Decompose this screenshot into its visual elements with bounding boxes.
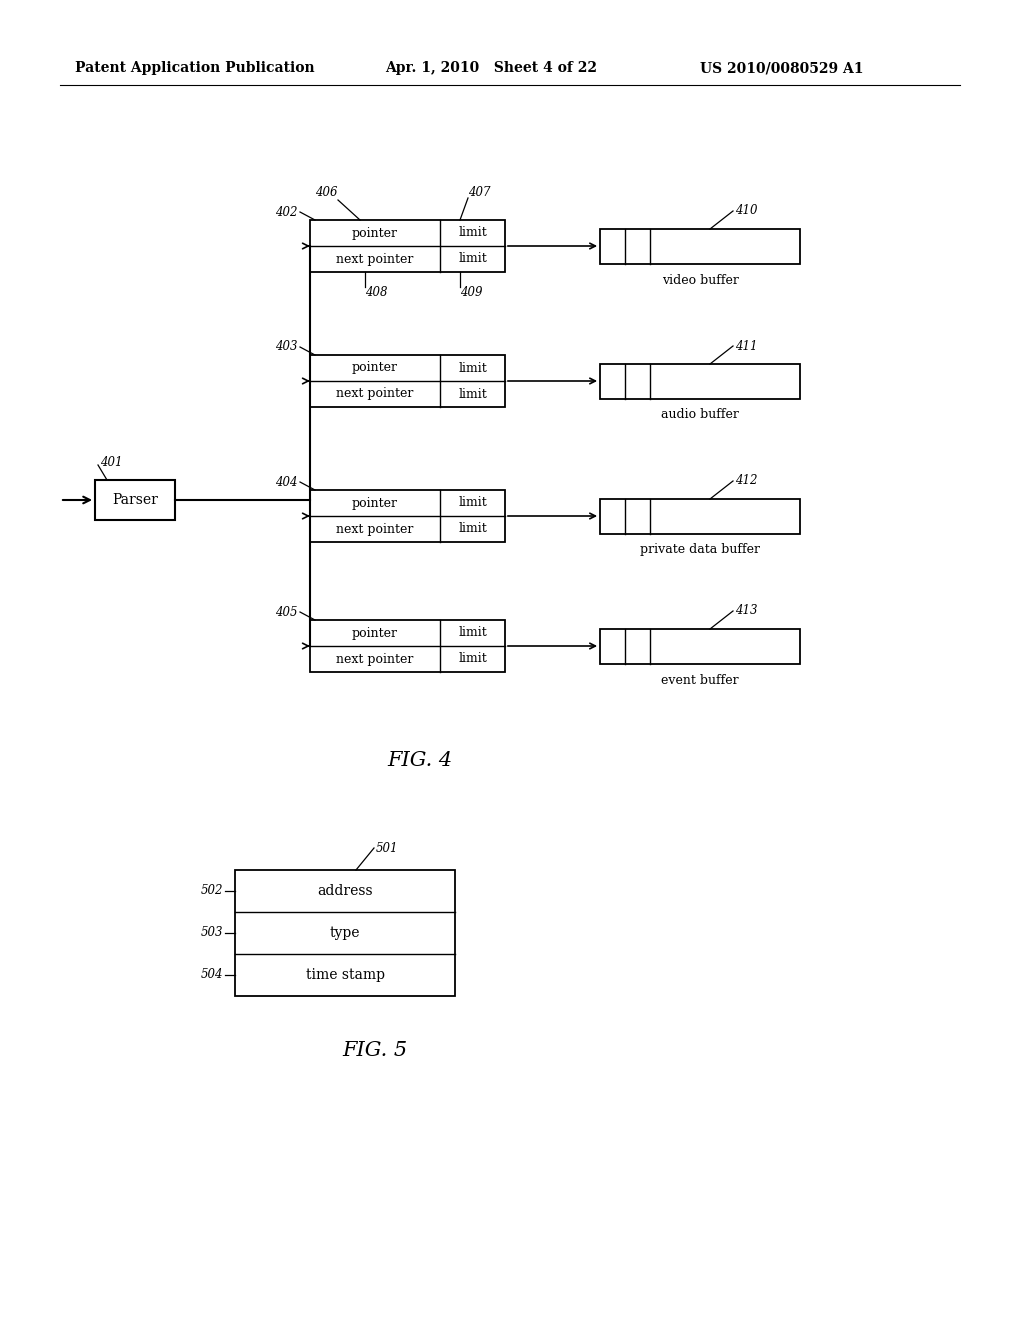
Text: limit: limit bbox=[458, 227, 486, 239]
Bar bbox=[310, 220, 505, 272]
Text: private data buffer: private data buffer bbox=[640, 544, 760, 557]
Text: address: address bbox=[317, 884, 373, 898]
Text: 406: 406 bbox=[315, 186, 338, 198]
Text: limit: limit bbox=[458, 627, 486, 639]
Text: 401: 401 bbox=[100, 455, 123, 469]
Text: 412: 412 bbox=[735, 474, 758, 487]
Bar bbox=[234, 870, 455, 997]
Text: video buffer: video buffer bbox=[662, 273, 738, 286]
Text: limit: limit bbox=[458, 252, 486, 265]
Text: 405: 405 bbox=[275, 606, 298, 619]
Text: 503: 503 bbox=[201, 927, 223, 940]
Text: 407: 407 bbox=[468, 186, 490, 198]
Bar bbox=[600, 630, 800, 664]
Text: pointer: pointer bbox=[352, 362, 398, 375]
Text: limit: limit bbox=[458, 523, 486, 536]
Bar bbox=[310, 620, 505, 672]
Text: next pointer: next pointer bbox=[336, 388, 414, 400]
Text: limit: limit bbox=[458, 362, 486, 375]
Text: audio buffer: audio buffer bbox=[662, 408, 739, 421]
Text: 410: 410 bbox=[735, 205, 758, 218]
Text: limit: limit bbox=[458, 496, 486, 510]
Text: FIG. 5: FIG. 5 bbox=[342, 1041, 408, 1060]
Text: time stamp: time stamp bbox=[305, 968, 384, 982]
Text: 501: 501 bbox=[376, 842, 398, 854]
Text: pointer: pointer bbox=[352, 627, 398, 639]
Text: next pointer: next pointer bbox=[336, 652, 414, 665]
Text: FIG. 4: FIG. 4 bbox=[387, 751, 453, 770]
Text: event buffer: event buffer bbox=[662, 673, 738, 686]
Bar bbox=[95, 480, 175, 520]
Bar bbox=[310, 355, 505, 407]
Text: 504: 504 bbox=[201, 969, 223, 982]
Text: Apr. 1, 2010   Sheet 4 of 22: Apr. 1, 2010 Sheet 4 of 22 bbox=[385, 61, 597, 75]
Text: US 2010/0080529 A1: US 2010/0080529 A1 bbox=[700, 61, 863, 75]
Text: Patent Application Publication: Patent Application Publication bbox=[75, 61, 314, 75]
Text: 402: 402 bbox=[275, 206, 298, 219]
Text: limit: limit bbox=[458, 388, 486, 400]
Text: pointer: pointer bbox=[352, 496, 398, 510]
Bar bbox=[600, 364, 800, 399]
Bar bbox=[310, 490, 505, 543]
Text: next pointer: next pointer bbox=[336, 523, 414, 536]
Text: 408: 408 bbox=[365, 285, 387, 298]
Text: 413: 413 bbox=[735, 605, 758, 618]
Text: 411: 411 bbox=[735, 339, 758, 352]
Bar bbox=[600, 228, 800, 264]
Text: 404: 404 bbox=[275, 475, 298, 488]
Text: 403: 403 bbox=[275, 341, 298, 354]
Text: type: type bbox=[330, 927, 360, 940]
Text: next pointer: next pointer bbox=[336, 252, 414, 265]
Text: pointer: pointer bbox=[352, 227, 398, 239]
Bar bbox=[600, 499, 800, 535]
Text: 502: 502 bbox=[201, 884, 223, 898]
Text: Parser: Parser bbox=[112, 492, 158, 507]
Text: 409: 409 bbox=[460, 285, 482, 298]
Text: limit: limit bbox=[458, 652, 486, 665]
